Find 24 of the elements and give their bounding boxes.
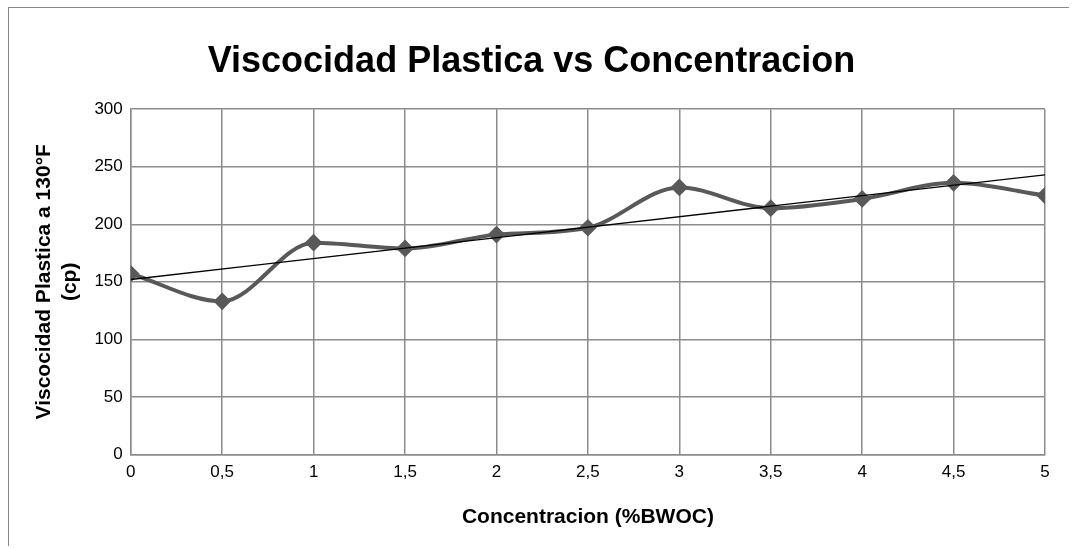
x-tick-label: 0 xyxy=(126,462,136,482)
x-tick-label: 5 xyxy=(1040,462,1050,482)
y-tick-label: 100 xyxy=(94,329,123,349)
y-tick-label: 50 xyxy=(103,386,123,406)
y-tick-label: 150 xyxy=(94,271,123,291)
x-tick-label: 4,5 xyxy=(941,462,966,482)
x-tick-label: 2,5 xyxy=(576,462,600,482)
point xyxy=(305,234,322,251)
x-tick-label: 3,5 xyxy=(758,462,783,482)
x-tick-label: 2 xyxy=(491,462,502,482)
x-tick-label: 3 xyxy=(674,462,685,482)
y-axis-title: Viscocidad Plastica a 130°F (cp) xyxy=(31,143,80,420)
y-tick-label: 0 xyxy=(113,444,123,464)
x-axis-title: Concentracion (%BWOC) xyxy=(461,504,714,528)
point xyxy=(214,293,231,310)
x-tick-label: 1 xyxy=(308,462,319,482)
x-tick-label: 1,5 xyxy=(393,462,417,482)
y-tick-label: 250 xyxy=(94,156,123,176)
x-tick-label: 0,5 xyxy=(210,462,235,482)
y-tick-label: 300 xyxy=(94,98,123,118)
point xyxy=(671,179,688,196)
x-tick-label: 4 xyxy=(857,462,867,482)
chart-title: Viscocidad Plastica vs Concentracion xyxy=(207,38,856,80)
y-tick-label: 200 xyxy=(94,213,123,233)
